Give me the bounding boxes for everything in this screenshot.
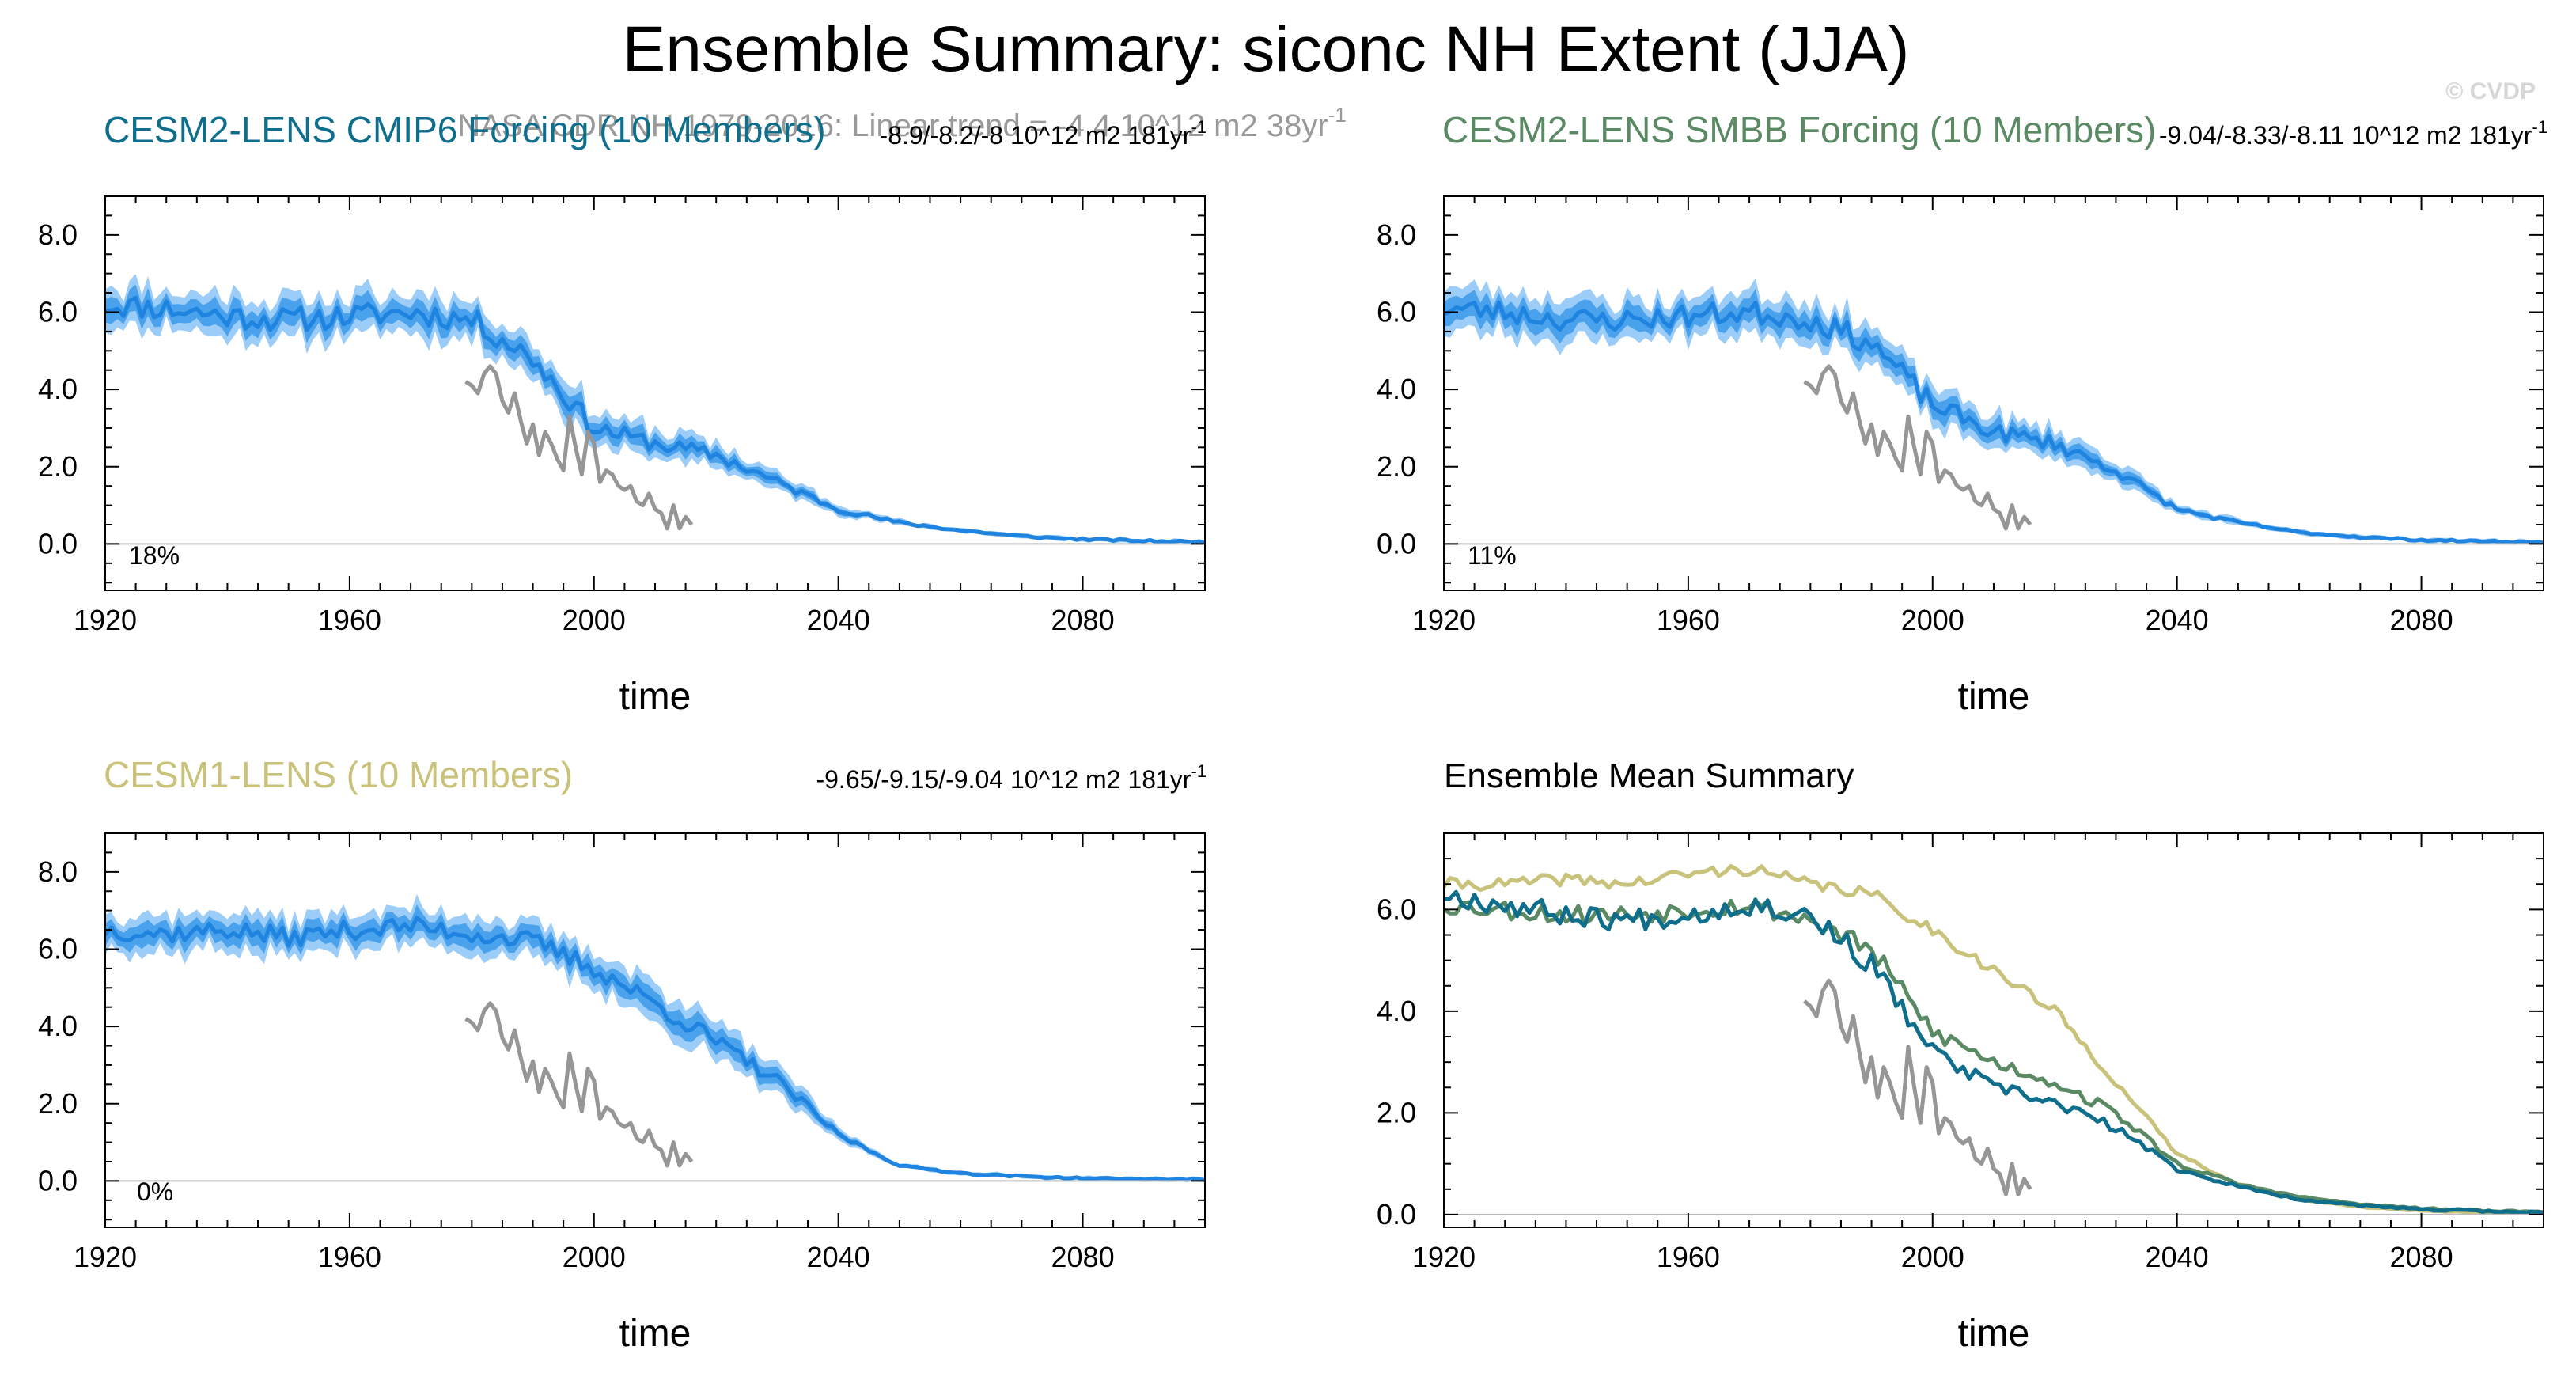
panel-trend-text: -9.04/-8.33/-8.11 10^12 m2 181yr-1 — [2159, 117, 2548, 150]
x-axis-label: time — [1958, 676, 2030, 718]
x-tick-label: 1920 — [1412, 604, 1476, 636]
ensemble-mean-line — [1444, 300, 2544, 545]
x-tick-label: 2000 — [1901, 604, 1964, 636]
ensemble-range-band — [1444, 278, 2544, 544]
ensemble-mean-line — [105, 916, 1205, 1182]
x-tick-label: 1920 — [1412, 1241, 1476, 1273]
x-axis-label: time — [1958, 1313, 2030, 1355]
plot-frame — [104, 832, 1206, 1228]
x-tick-label: 2040 — [807, 1241, 870, 1273]
panel-trend-value: -9.65/-9.15/-9.04 10^12 m2 181yr — [816, 765, 1191, 794]
y-tick-label: 6.0 — [1377, 295, 1416, 328]
y-tick-label: 4.0 — [38, 1010, 78, 1042]
panel-trend-value: -8.9/-8.2/-8 10^12 m2 181yr — [880, 121, 1191, 150]
panel-title: CESM1-LENS (10 Members) — [104, 754, 573, 795]
y-tick-label: 4.0 — [38, 373, 78, 405]
y-tick-label: 2.0 — [38, 450, 78, 483]
y-tick-label: 0.0 — [38, 1164, 78, 1196]
plot-frame — [104, 195, 1206, 591]
observations-line — [464, 1001, 694, 1168]
x-tick-label: 2000 — [1901, 1241, 1964, 1273]
y-tick-label: 8.0 — [38, 218, 78, 251]
x-tick-label: 2080 — [1051, 1241, 1115, 1273]
figure-title: Ensemble Summary: siconc NH Extent (JJA) — [623, 13, 1910, 85]
x-tick-label: 2080 — [1051, 604, 1115, 636]
y-tick-label: 6.0 — [38, 932, 78, 965]
panel-percent-label: 18% — [129, 541, 180, 570]
panel-trend-value: -9.04/-8.33/-8.11 10^12 m2 181yr — [2159, 121, 2532, 150]
x-tick-label: 2080 — [2390, 604, 2453, 636]
panel-title: CESM2-LENS SMBB Forcing (10 Members) — [1442, 109, 2156, 150]
y-tick-label: 6.0 — [1377, 893, 1416, 925]
obs-trend-note-sup: -1 — [1328, 103, 1347, 127]
ensemble-mean-line — [105, 295, 1205, 545]
plot-frame — [1443, 195, 2544, 591]
y-tick-label: 8.0 — [1377, 218, 1416, 251]
y-tick-label: 2.0 — [1377, 1096, 1416, 1128]
ensemble-range-band — [105, 274, 1205, 544]
x-tick-label: 1960 — [318, 1241, 381, 1273]
x-tick-label: 1920 — [74, 604, 137, 636]
panel-title: Ensemble Mean Summary — [1444, 756, 1854, 795]
y-tick-label: 4.0 — [1377, 995, 1416, 1027]
x-tick-label: 2040 — [807, 604, 870, 636]
ensemble-iqr-band — [1444, 289, 2544, 544]
y-tick-label: 2.0 — [38, 1087, 78, 1120]
y-tick-label: 6.0 — [38, 295, 78, 328]
x-axis-label: time — [619, 676, 691, 718]
x-tick-label: 1920 — [74, 1241, 137, 1273]
panel-trend-sup: -1 — [1191, 117, 1207, 137]
y-tick-label: 0.0 — [1377, 527, 1416, 559]
x-tick-label: 1960 — [318, 604, 381, 636]
x-tick-label: 2040 — [2146, 604, 2209, 636]
x-axis-label: time — [619, 1313, 691, 1355]
x-tick-label: 2040 — [2146, 1241, 2209, 1273]
observations-line — [1803, 978, 2032, 1196]
obs-trend-note: NASA CDR NH 1979-2016: Linear trend = -4… — [457, 103, 1347, 143]
panel-trend-text: -9.65/-9.15/-9.04 10^12 m2 181yr-1 — [816, 761, 1207, 794]
panel-title: CESM2-LENS CMIP6 Forcing (10 Members) — [104, 109, 826, 150]
x-tick-label: 2080 — [2390, 1241, 2453, 1273]
panel-percent-label: 0% — [137, 1177, 173, 1206]
obs-trend-note-text: NASA CDR NH 1979-2016: Linear trend = -4… — [457, 108, 1328, 143]
x-tick-label: 1960 — [1657, 1241, 1720, 1273]
observations-line — [464, 364, 694, 531]
panel-trend-text: -8.9/-8.2/-8 10^12 m2 181yr-1 — [880, 117, 1207, 150]
y-tick-label: 0.0 — [1377, 1198, 1416, 1230]
observations-line — [1803, 364, 2032, 531]
y-tick-label: 0.0 — [38, 527, 78, 559]
watermark: © CVDP — [2445, 78, 2536, 104]
x-tick-label: 2000 — [563, 604, 626, 636]
y-tick-label: 8.0 — [38, 855, 78, 888]
y-tick-label: 2.0 — [1377, 450, 1416, 483]
x-tick-label: 1960 — [1657, 604, 1720, 636]
ensemble-range-band — [105, 893, 1205, 1181]
series-line-cesm2-lens-cmip6-forcing — [1444, 889, 2544, 1215]
y-tick-label: 4.0 — [1377, 373, 1416, 405]
panel-trend-sup: -1 — [2532, 117, 2548, 137]
x-tick-label: 2000 — [563, 1241, 626, 1273]
panel-percent-label: 11% — [1468, 541, 1517, 570]
panel-trend-sup: -1 — [1191, 761, 1207, 781]
ensemble-iqr-band — [105, 904, 1205, 1181]
